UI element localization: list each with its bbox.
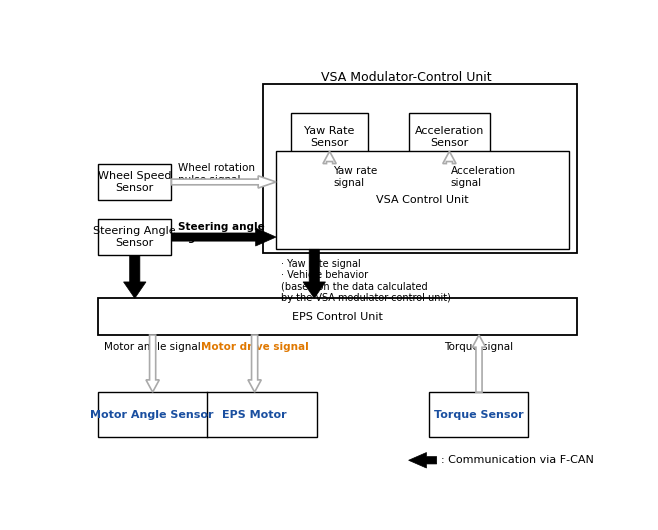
- FancyBboxPatch shape: [429, 392, 528, 437]
- Text: : Communication via F-CAN: : Communication via F-CAN: [441, 455, 594, 465]
- Polygon shape: [409, 453, 437, 468]
- FancyBboxPatch shape: [97, 298, 577, 335]
- FancyBboxPatch shape: [97, 219, 172, 255]
- Text: Torque signal: Torque signal: [444, 342, 513, 352]
- Text: Motor Angle Sensor: Motor Angle Sensor: [90, 410, 214, 420]
- Text: EPS Motor: EPS Motor: [222, 410, 286, 420]
- Polygon shape: [323, 152, 336, 164]
- Polygon shape: [472, 335, 486, 392]
- Text: VSA Modulator-Control Unit: VSA Modulator-Control Unit: [320, 72, 492, 84]
- Text: Yaw rate
signal: Yaw rate signal: [333, 166, 378, 188]
- FancyBboxPatch shape: [263, 84, 577, 253]
- Polygon shape: [172, 176, 276, 188]
- Polygon shape: [172, 228, 276, 246]
- Polygon shape: [443, 152, 456, 164]
- Text: Motor drive signal: Motor drive signal: [201, 342, 309, 352]
- Text: Wheel Speed
Sensor: Wheel Speed Sensor: [98, 171, 171, 193]
- Text: Steering Angle
Sensor: Steering Angle Sensor: [93, 226, 176, 248]
- Text: EPS Control Unit: EPS Control Unit: [291, 312, 383, 322]
- Text: VSA Control Unit: VSA Control Unit: [376, 196, 469, 205]
- Polygon shape: [303, 249, 326, 298]
- Text: · Yaw rate signal
· Vehicle behavior
(based on the data calculated
by the VSA mo: · Yaw rate signal · Vehicle behavior (ba…: [281, 259, 451, 304]
- Text: Acceleration
Sensor: Acceleration Sensor: [415, 126, 484, 148]
- Text: Torque Sensor: Torque Sensor: [434, 410, 524, 420]
- Text: Wheel rotation
pulse signal: Wheel rotation pulse signal: [178, 163, 255, 184]
- FancyBboxPatch shape: [97, 164, 172, 200]
- Text: Steering angle
signal: Steering angle signal: [178, 222, 265, 243]
- Polygon shape: [146, 335, 159, 392]
- Text: Motor angle signal: Motor angle signal: [104, 342, 201, 352]
- Text: Acceleration
signal: Acceleration signal: [451, 166, 516, 188]
- FancyBboxPatch shape: [276, 152, 569, 249]
- FancyBboxPatch shape: [291, 112, 368, 162]
- FancyBboxPatch shape: [409, 112, 490, 162]
- FancyBboxPatch shape: [97, 392, 317, 437]
- Polygon shape: [248, 335, 261, 392]
- Text: Yaw Rate
Sensor: Yaw Rate Sensor: [305, 126, 355, 148]
- Polygon shape: [124, 255, 146, 298]
